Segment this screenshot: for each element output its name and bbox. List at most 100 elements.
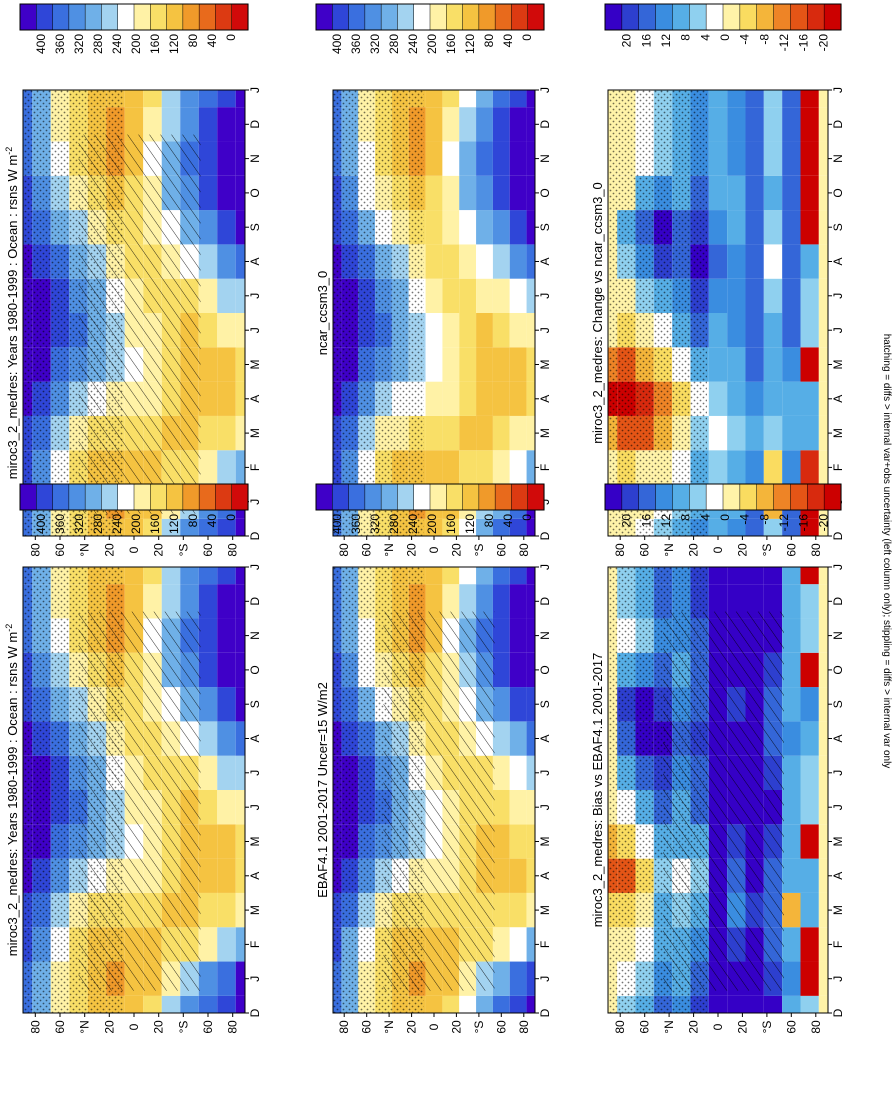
- heatmap-cell: [526, 618, 535, 653]
- heatmap-cell: [727, 518, 746, 536]
- heatmap-cell: [800, 210, 819, 245]
- heatmap-cell: [442, 450, 460, 485]
- heatmap-cell: [198, 961, 218, 996]
- heatmap-cell: [161, 995, 181, 1013]
- colorbar-swatch: [364, 483, 382, 511]
- heatmap-cell: [763, 567, 783, 585]
- heatmap-cell: [763, 415, 783, 451]
- month-tick-label: F: [831, 464, 845, 471]
- heatmap-cell: [526, 141, 535, 176]
- colorbar-label: 160: [148, 34, 162, 54]
- colorbar-label: 240: [406, 34, 420, 54]
- month-tick-label: N: [248, 154, 262, 163]
- colorbar-swatch: [231, 3, 249, 31]
- heatmap-cell: [459, 175, 477, 211]
- month-tick-label: J: [538, 770, 552, 776]
- heatmap-cell: [217, 107, 236, 142]
- heatmap-cell: [763, 107, 783, 142]
- heatmap-cell: [745, 107, 764, 142]
- heatmap-cell: [459, 141, 477, 176]
- heatmap-cell: [442, 107, 460, 142]
- heatmap-cell: [800, 415, 819, 451]
- heatmap-cell: [492, 824, 510, 859]
- month-tick-label: O: [538, 665, 552, 674]
- heatmap-cell: [442, 141, 460, 176]
- colorbar-swatch: [511, 483, 529, 511]
- colorbar-label: 360: [53, 514, 67, 534]
- heatmap-cell: [459, 450, 477, 485]
- month-tick-label: J: [831, 293, 845, 299]
- colorbar-label: -16: [797, 34, 811, 52]
- colorbar-swatch: [397, 483, 415, 511]
- lat-tick-label: 80: [517, 543, 531, 557]
- heatmap-cell: [782, 567, 801, 585]
- heatmap-cell: [492, 278, 510, 313]
- heatmap-cell: [509, 584, 527, 619]
- lat-tick-label: 20: [449, 543, 463, 557]
- panels-layer: 80 60 °N 20 0 20 °S 60 80DJFMAMJJASONDJmiroc3_2_…: [4, 87, 845, 1034]
- heatmap-cell: [161, 90, 181, 108]
- heatmap-cell: [526, 927, 535, 962]
- colorbar-swatch: [756, 483, 775, 511]
- heatmap-cell: [442, 995, 460, 1013]
- colorbar-swatch: [101, 3, 119, 31]
- heatmap-cell: [492, 175, 510, 211]
- hatch-overlay: [78, 134, 201, 514]
- heatmap-cell: [727, 175, 746, 211]
- heatmap-cell: [800, 381, 819, 416]
- month-tick-label: J: [248, 804, 262, 810]
- colorbar-label: 160: [444, 34, 458, 54]
- colorbar-label: 280: [91, 514, 105, 534]
- heatmap-cell: [492, 141, 510, 176]
- panel-title: miroc3_2_medres: Change vs ncar_ccsm3_0: [590, 182, 605, 444]
- heatmap-cell: [708, 584, 728, 619]
- colorbar-label: 40: [205, 514, 219, 528]
- heatmap-cell: [425, 278, 443, 313]
- heatmap-cell: [745, 175, 764, 211]
- colorbar-label: 280: [91, 34, 105, 54]
- heatmap-cell: [800, 892, 819, 928]
- heatmap-cell: [198, 313, 218, 348]
- colorbar-swatch: [150, 483, 168, 511]
- heatmap-cell: [818, 721, 828, 756]
- heatmap-cell: [782, 824, 801, 859]
- heatmap-cell: [509, 381, 527, 416]
- month-tick-label: F: [248, 941, 262, 948]
- heatmap-cell: [492, 858, 510, 893]
- heatmap-cell: [509, 687, 527, 722]
- colorbar-swatch: [133, 3, 151, 31]
- lat-tick-label: °S: [760, 1021, 774, 1034]
- month-tick-label: M: [538, 837, 552, 847]
- colorbar-label: 16: [639, 34, 653, 48]
- month-tick-label: D: [538, 120, 552, 129]
- colorbar-swatch: [429, 483, 447, 511]
- heatmap-cell: [782, 347, 801, 382]
- month-tick-label: J: [538, 499, 552, 505]
- heatmap-cell: [509, 313, 527, 348]
- colorbar-label: 0: [520, 514, 534, 521]
- lat-tick-label: 80: [337, 543, 351, 557]
- heatmap-cell: [818, 313, 828, 348]
- heatmap-cell: [198, 415, 218, 451]
- panel-title: miroc3_2_medres: Years 1980-1999 : Ocean…: [4, 624, 20, 956]
- heatmap-cell: [235, 347, 245, 382]
- colorbar-swatch: [511, 3, 529, 31]
- month-tick-label: D: [538, 531, 552, 540]
- month-tick-label: M: [538, 428, 552, 438]
- colorbar-label: 200: [425, 514, 439, 534]
- colorbar-swatch: [446, 3, 464, 31]
- heatmap-cell: [526, 755, 535, 790]
- panel-title: miroc3_2_medres: Years 1980-1999 : Ocean…: [4, 147, 20, 479]
- heatmap-cell: [492, 584, 510, 619]
- month-tick-label: M: [831, 428, 845, 438]
- heatmap-cell: [818, 652, 828, 688]
- panel-title-sup: -2: [4, 624, 14, 632]
- month-tick-label: D: [538, 597, 552, 606]
- month-tick-label: M: [538, 360, 552, 370]
- colorbar-label: 20: [620, 514, 634, 528]
- heatmap-cell: [476, 347, 493, 382]
- heatmap-cell: [442, 210, 460, 245]
- month-tick-label: J: [248, 87, 262, 93]
- colorbar-label: 0: [718, 34, 732, 41]
- heatmap-cell: [509, 824, 527, 859]
